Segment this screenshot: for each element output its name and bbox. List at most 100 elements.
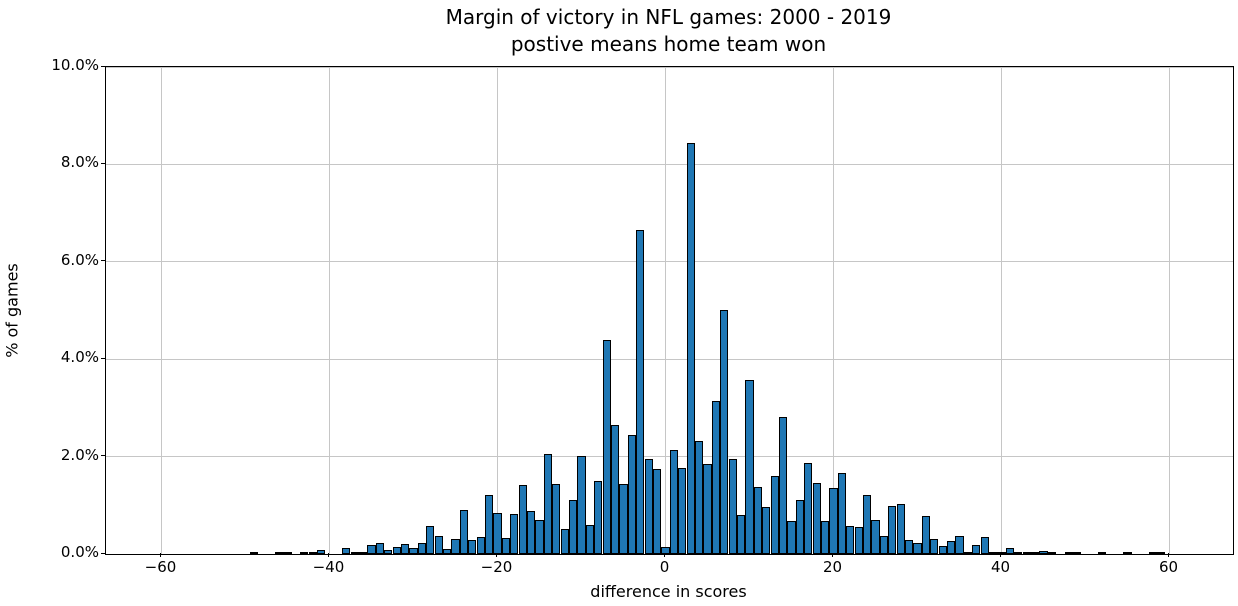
histogram-bar-28 — [896, 503, 905, 554]
histogram-bar--38 — [342, 547, 351, 554]
histogram-bar--3 — [636, 230, 645, 554]
histogram-bar--9 — [585, 524, 595, 554]
x-tick-label-60: 60 — [1158, 558, 1179, 576]
histogram-bar-1 — [669, 450, 679, 554]
histogram-bar--35 — [367, 544, 376, 554]
histogram-bar-31 — [921, 515, 931, 554]
histogram-bar-2 — [678, 467, 687, 554]
h-gridline-2 — [106, 456, 1233, 458]
histogram-bar--25 — [451, 538, 460, 554]
histogram-bar--14 — [543, 454, 553, 554]
histogram-bar--45 — [283, 552, 292, 554]
y-tick-label-4: 4.0% — [60, 348, 99, 367]
histogram-bar--34 — [375, 543, 385, 554]
histogram-bar-44 — [1030, 552, 1040, 554]
histogram-bar-9 — [736, 514, 746, 554]
histogram-bar--20 — [493, 513, 502, 554]
x-tick-label--40: −40 — [312, 558, 345, 576]
y-tick-label-10: 10.0% — [51, 56, 99, 74]
histogram-bar--32 — [392, 546, 401, 554]
histogram-bar-40 — [997, 551, 1006, 554]
histogram-bar-18 — [812, 482, 821, 554]
histogram-bar-42 — [1014, 551, 1023, 554]
histogram-bar--5 — [619, 484, 628, 554]
y-tick-label-0: 0.0% — [60, 543, 99, 561]
histogram-bar-45 — [1039, 551, 1048, 554]
histogram-bar-4 — [694, 441, 704, 554]
histogram-bar-55 — [1123, 552, 1132, 554]
histogram-bar--22 — [476, 537, 485, 554]
y-axis-title: % of games — [2, 263, 22, 358]
histogram-bar--26 — [442, 548, 452, 554]
histogram-bar-52 — [1098, 552, 1107, 554]
histogram-bar-58 — [1148, 552, 1157, 554]
histogram-bar--18 — [510, 514, 519, 554]
histogram-bar--15 — [535, 520, 544, 554]
histogram-bar--12 — [560, 528, 569, 554]
histogram-bar-22 — [846, 526, 855, 554]
v-gridline--40 — [329, 67, 330, 554]
histogram-bar-38 — [980, 537, 989, 554]
histogram-bar--43 — [300, 552, 309, 554]
histogram-bar-27 — [888, 505, 897, 554]
y-tick-label-2: 2.0% — [60, 445, 99, 464]
histogram-bar--17 — [518, 485, 527, 554]
histogram-bar-46 — [1047, 552, 1057, 554]
v-gridline-40 — [1001, 67, 1002, 554]
histogram-bar--7 — [602, 339, 611, 554]
histogram-bar-6 — [711, 401, 721, 554]
x-tick-label-40: 40 — [990, 558, 1011, 576]
histogram-bar-34 — [946, 540, 956, 554]
v-gridline-20 — [833, 67, 834, 554]
x-tick-mark-0 — [664, 553, 665, 557]
histogram-bar--42 — [308, 552, 317, 554]
histogram-bar--28 — [426, 525, 435, 554]
v-gridline--60 — [161, 67, 162, 554]
histogram-bar--36 — [358, 552, 368, 554]
histogram-bar--24 — [459, 509, 469, 554]
histogram-bar--16 — [526, 510, 536, 554]
histogram-bar-3 — [686, 142, 695, 554]
histogram-bar--41 — [316, 549, 326, 554]
histogram-bar-21 — [837, 472, 847, 554]
y-tick-mark-10 — [101, 65, 105, 67]
x-tick-mark-20 — [832, 553, 833, 557]
histogram-bar-35 — [955, 536, 964, 554]
histogram-bar--4 — [627, 434, 637, 554]
histogram-bar-25 — [871, 520, 880, 554]
histogram-bar--29 — [417, 543, 427, 554]
histogram-bar-11 — [753, 486, 763, 554]
histogram-bar-0 — [661, 547, 670, 554]
v-gridline-60 — [1169, 67, 1170, 554]
histogram-bar--21 — [484, 494, 494, 554]
histogram-bar--33 — [384, 549, 393, 554]
v-gridline-0 — [665, 67, 666, 554]
histogram-bar-12 — [762, 506, 771, 554]
h-gridline-6 — [106, 261, 1233, 263]
histogram-bar-41 — [1005, 548, 1015, 554]
histogram-bar-37 — [972, 545, 981, 554]
histogram-bar--37 — [350, 552, 359, 554]
histogram-bar--11 — [568, 500, 578, 554]
h-gridline-10 — [106, 66, 1233, 68]
h-gridline-4 — [106, 358, 1233, 360]
histogram-bar-36 — [963, 551, 973, 554]
histogram-bar-10 — [745, 380, 754, 554]
histogram-bar--27 — [434, 535, 443, 554]
v-gridline--20 — [497, 67, 498, 554]
chart-title-line1: Margin of victory in NFL games: 2000 - 2… — [445, 5, 892, 29]
y-tick-mark-8 — [101, 162, 105, 164]
x-tick-mark--60 — [160, 553, 161, 557]
histogram-bar-15 — [787, 521, 796, 554]
x-tick-mark-40 — [1000, 553, 1001, 557]
histogram-bar-23 — [854, 527, 863, 554]
histogram-bar-13 — [770, 475, 779, 554]
histogram-bar-29 — [904, 539, 914, 554]
histogram-bar-30 — [913, 543, 922, 554]
x-axis-title: difference in scores — [590, 582, 747, 601]
histogram-bar--46 — [274, 552, 284, 554]
y-tick-label-6: 6.0% — [60, 250, 99, 269]
x-tick-label-20: 20 — [822, 558, 843, 576]
histogram-bar--2 — [644, 458, 653, 554]
